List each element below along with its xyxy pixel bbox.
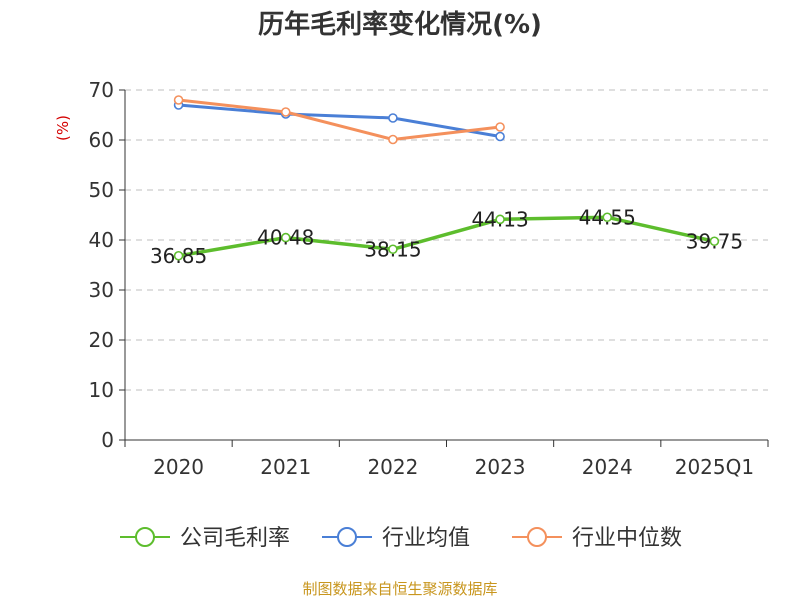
series-line (178, 98, 501, 141)
series-line (178, 103, 501, 138)
data-source-note: 制图数据来自恒生聚源数据库 (302, 580, 498, 598)
legend-label: 行业中位数 (572, 526, 682, 551)
y-tick-label: 0 (101, 428, 114, 452)
y-axis-unit-label: (%) (54, 115, 72, 141)
data-label: 38.15 (364, 237, 421, 261)
data-point (280, 107, 291, 117)
series-line (178, 215, 715, 258)
y-tick-label: 10 (89, 378, 114, 402)
x-tick-label: 2021 (260, 455, 311, 479)
data-point (388, 113, 398, 123)
legend-label: 行业均值 (382, 526, 470, 551)
data-label: 36.85 (150, 244, 207, 268)
x-tick-label: 2022 (367, 455, 418, 479)
data-label: 39.75 (686, 229, 743, 253)
y-tick-label: 30 (89, 278, 114, 302)
x-tick-label: 2025Q1 (675, 455, 754, 479)
grid-lines (125, 89, 768, 391)
data-point (173, 95, 184, 105)
series-lines: 36.85 40.48 38.15 44.13 44.55 39.75 (150, 95, 743, 268)
data-point (173, 250, 184, 261)
data-point (709, 236, 720, 247)
legend-label: 公司毛利率 (180, 526, 290, 551)
axes: 0 10 20 30 40 50 60 70 2020 2021 2022 2023 2024 2025Q… (89, 78, 769, 479)
data-point (602, 212, 613, 223)
y-tick-label: 70 (89, 78, 114, 102)
data-point (280, 232, 291, 243)
data-point (388, 134, 398, 145)
y-tick-label: 60 (89, 128, 114, 152)
y-tick-label: 20 (89, 328, 114, 352)
x-tick-label: 2020 (153, 455, 204, 479)
data-label: 44.55 (579, 205, 636, 229)
data-label: 44.13 (471, 207, 528, 231)
y-tick-label: 50 (89, 178, 114, 202)
y-tick-label: 40 (89, 228, 114, 252)
legend-marker (527, 527, 547, 547)
x-tick-label: 2023 (475, 455, 526, 479)
data-point (495, 122, 505, 132)
data-point (388, 244, 398, 255)
chart-title: 历年毛利率变化情况(%) (258, 10, 542, 40)
legend: 公司毛利率 行业均值 行业中位数 (120, 526, 682, 551)
data-point (495, 214, 505, 225)
legend-marker (135, 527, 155, 547)
data-label: 40.48 (257, 226, 314, 250)
legend-marker (337, 527, 357, 547)
x-tick-label: 2024 (582, 455, 633, 479)
data-point (495, 131, 505, 142)
